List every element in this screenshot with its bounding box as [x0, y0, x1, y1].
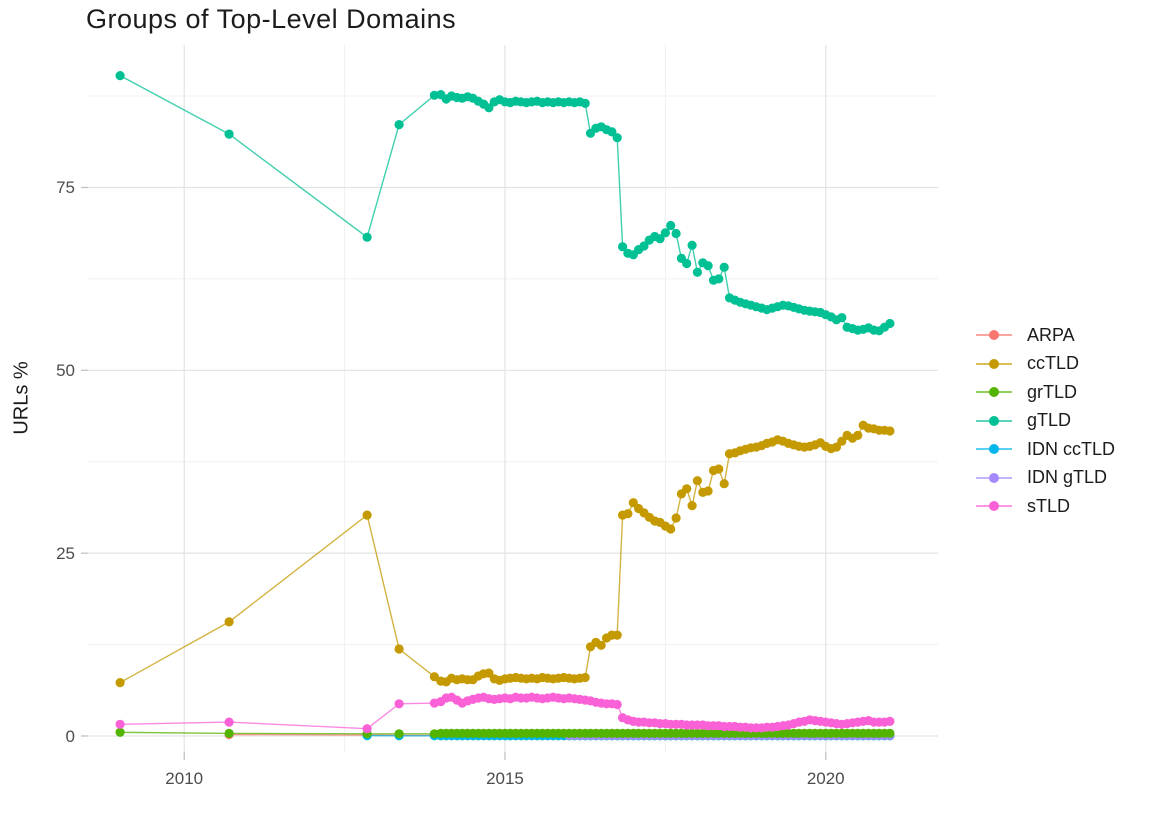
x-tick-label: 2010 [165, 769, 203, 788]
data-point [484, 103, 494, 113]
legend-label: ARPA [1027, 324, 1075, 345]
legend-dot [989, 415, 999, 426]
legend-key-icon [976, 415, 1012, 427]
data-point [115, 71, 125, 81]
legend-key-icon [976, 386, 1012, 398]
data-point [655, 234, 665, 244]
legend-dot [989, 358, 999, 369]
legend-label: gTLD [1027, 410, 1072, 431]
data-point [596, 640, 606, 650]
legend-dot [989, 444, 999, 455]
data-point [719, 262, 729, 272]
data-point [224, 728, 234, 739]
x-tick-label: 2015 [486, 769, 524, 788]
legend-item-stld: sTLD [976, 492, 1115, 521]
data-point [666, 524, 676, 534]
legend-label: IDN ccTLD [1027, 438, 1116, 459]
data-point [831, 442, 842, 452]
data-point [692, 267, 703, 277]
data-point [837, 436, 847, 446]
legend-label: grTLD [1027, 381, 1078, 402]
data-point [671, 228, 681, 239]
data-point [224, 717, 234, 727]
legend-key-icon [976, 443, 1012, 455]
y-tick-label: 0 [66, 727, 75, 746]
data-point [394, 644, 404, 654]
data-point [618, 242, 628, 252]
legend-label: ccTLD [1027, 353, 1080, 374]
data-point [394, 699, 404, 709]
legend-label: IDN gTLD [1027, 467, 1108, 488]
legend-dot [989, 472, 999, 483]
data-point [224, 129, 234, 139]
data-point [115, 678, 125, 688]
legend-item-gtld: gTLD [976, 407, 1115, 436]
data-point [682, 258, 692, 269]
data-point [714, 464, 724, 474]
legend-dot [989, 387, 999, 398]
legend-label: sTLD [1027, 495, 1071, 516]
legend: ARPA ccTLD grTLD gTLD IDN ccTLD IDN gTLD sTLD [976, 321, 1115, 521]
legend-item-arpa: ARPA [976, 321, 1115, 350]
data-point [687, 240, 697, 250]
y-tick-label: 75 [56, 178, 75, 197]
series-stld [115, 692, 895, 734]
data-point [115, 727, 125, 737]
data-point [580, 98, 590, 108]
x-tick-label: 2020 [807, 769, 845, 788]
data-point [687, 501, 697, 511]
legend-item-idn-cctld: IDN ccTLD [976, 435, 1115, 464]
data-point [853, 430, 863, 440]
data-point [885, 728, 895, 739]
y-tick-label: 50 [56, 361, 75, 380]
series-cctld [115, 420, 895, 688]
legend-dot [989, 501, 999, 512]
legend-item-idn-gtld: IDN gTLD [976, 464, 1115, 493]
chart-title: Groups of Top-Level Domains [86, 4, 457, 34]
data-point [623, 509, 633, 519]
data-point [394, 120, 404, 130]
data-point [612, 699, 622, 710]
legend-dot [989, 330, 999, 341]
data-point [484, 668, 494, 678]
legend-key-icon [976, 500, 1012, 512]
data-point [692, 476, 703, 486]
data-point [885, 426, 895, 436]
data-point [682, 484, 692, 494]
series-gtld [115, 71, 895, 336]
data-point [612, 133, 622, 143]
data-point [837, 313, 847, 323]
data-point [612, 630, 622, 640]
data-point [719, 479, 729, 489]
data-point [362, 232, 372, 242]
data-point [362, 510, 372, 520]
data-point [671, 513, 681, 523]
data-point [628, 498, 638, 508]
data-point [639, 241, 649, 251]
data-point [703, 261, 713, 271]
legend-item-cctld: ccTLD [976, 350, 1115, 379]
data-point [885, 716, 895, 727]
y-tick-label: 25 [56, 544, 75, 563]
data-point [885, 318, 895, 329]
data-point [362, 724, 372, 734]
legend-key-icon [976, 329, 1012, 341]
legend-item-grtld: grTLD [976, 378, 1115, 407]
data-point [224, 617, 234, 627]
data-point [115, 719, 125, 729]
data-point [394, 729, 404, 739]
data-point [580, 672, 590, 683]
data-point [660, 228, 671, 238]
legend-key-icon [976, 358, 1012, 370]
data-point [714, 274, 724, 284]
data-point [607, 127, 617, 137]
data-point [429, 672, 439, 682]
legend-key-icon [976, 472, 1012, 484]
data-point [703, 486, 713, 496]
data-point [666, 220, 676, 231]
